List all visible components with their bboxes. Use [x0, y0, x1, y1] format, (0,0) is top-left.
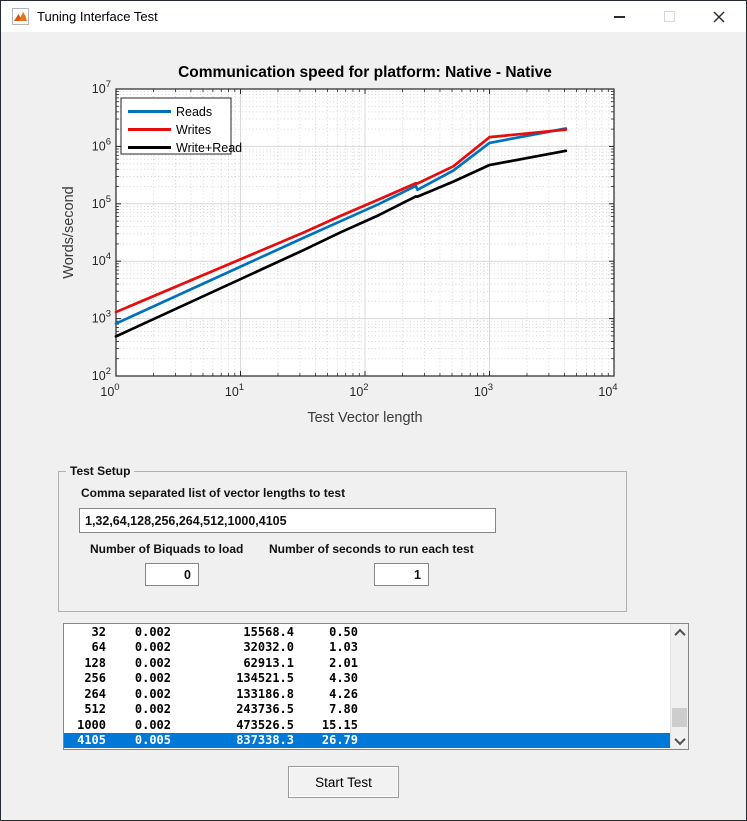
legend-entry: Writes [176, 123, 211, 137]
window-title: Tuning Interface Test [37, 9, 158, 24]
results-row[interactable]: 264 0.002 133186.8 4.26 [64, 686, 688, 702]
chart-canvas: 100 101 102 103 104 102 103 104 105 106 107 Communi… [61, 64, 618, 426]
results-row[interactable]: 128 0.002 62913.1 2.01 [64, 655, 688, 671]
results-cell: 4.30 [329, 671, 358, 686]
results-listbox[interactable]: 32 0.002 15568.4 0.50 64 0.002 32032.0 1.03 128 0… [63, 623, 689, 750]
results-cell: 64 [91, 640, 106, 655]
results-cell: 62913.1 [243, 655, 294, 670]
y-axis-label: Words/second [61, 186, 77, 278]
results-cell: 32 [91, 624, 106, 639]
matlab-icon [12, 8, 29, 25]
results-cell: 0.002 [134, 655, 171, 670]
results-cell: 0.50 [329, 624, 358, 639]
results-cell: 133186.8 [236, 686, 294, 701]
series-write-read [114, 149, 568, 338]
chart-legend: Reads Writes Write+Read [120, 97, 242, 155]
results-cell: 0.002 [134, 640, 171, 655]
results-cell: 7.80 [329, 702, 358, 717]
axis-tick-label: 106 [92, 136, 111, 153]
chevron-down-icon [673, 733, 686, 745]
results-row[interactable]: 256 0.002 134521.5 4.30 [64, 671, 688, 687]
vector-lengths-label: Comma separated list of vector lengths t… [81, 486, 346, 500]
start-test-button[interactable]: Start Test [288, 766, 399, 798]
x-axis-label: Test Vector length [307, 410, 422, 426]
scrollbar-thumb[interactable] [672, 708, 687, 727]
results-cell: 473526.5 [236, 717, 294, 732]
close-icon [713, 11, 725, 22]
maximize-icon [663, 11, 675, 22]
results-cell: 15568.4 [243, 624, 294, 639]
maximize-button[interactable] [652, 1, 686, 32]
results-row[interactable]: 1000 0.002 473526.5 15.15 [64, 717, 688, 733]
axis-tick-label: 101 [225, 382, 244, 399]
results-cell: 4.26 [329, 686, 358, 701]
minimize-button[interactable] [602, 1, 636, 32]
axis-tick-label: 107 [92, 79, 111, 96]
minimize-icon [613, 15, 625, 18]
title-bar[interactable]: Tuning Interface Test [1, 1, 746, 32]
scroll-up-button[interactable] [671, 624, 688, 641]
legend-entry: Reads [176, 105, 212, 119]
results-cell: 0.002 [134, 624, 171, 639]
results-scrollbar[interactable] [670, 624, 688, 749]
test-setup-panel-label: Test Setup [66, 464, 135, 478]
results-row[interactable]: 512 0.002 243736.5 7.80 [64, 702, 688, 718]
results-cell: 15.15 [321, 717, 358, 732]
results-cell: 32032.0 [243, 640, 294, 655]
results-cell: 26.79 [321, 733, 358, 748]
axis-tick-label: 105 [92, 194, 111, 211]
results-cell: 1000 [77, 717, 106, 732]
results-cell: 0.002 [134, 702, 171, 717]
seconds-input[interactable] [374, 563, 429, 586]
results-cell: 837338.3 [236, 733, 294, 748]
chevron-up-icon [673, 628, 686, 640]
test-setup-panel: Test Setup Comma separated list of vecto… [58, 464, 627, 612]
results-rows: 32 0.002 15568.4 0.50 64 0.002 32032.0 1.03 128 0… [64, 624, 688, 748]
results-cell: 512 [84, 702, 106, 717]
axis-tick-label: 104 [598, 382, 617, 399]
results-cell: 243736.5 [236, 702, 294, 717]
seconds-label: Number of seconds to run each test [269, 542, 474, 556]
results-cell: 4105 [77, 733, 106, 748]
axis-tick-label: 102 [92, 366, 111, 383]
close-button[interactable] [702, 1, 736, 32]
scroll-down-button[interactable] [671, 732, 688, 749]
results-cell: 264 [84, 686, 106, 701]
results-cell: 0.002 [134, 671, 171, 686]
results-cell: 256 [84, 671, 106, 686]
axis-tick-label: 103 [474, 382, 493, 399]
results-cell: 128 [84, 655, 106, 670]
biquads-label: Number of Biquads to load [90, 542, 244, 556]
results-cell: 0.002 [134, 686, 171, 701]
chart-title: Communication speed for platform: Native… [178, 64, 552, 81]
vector-lengths-input[interactable] [79, 508, 496, 533]
series-writes [114, 128, 568, 314]
results-cell: 1.03 [329, 640, 358, 655]
results-cell: 0.005 [134, 733, 171, 748]
results-row[interactable]: 4105 0.005 837338.3 26.79 [64, 732, 688, 748]
axis-tick-label: 103 [92, 309, 111, 326]
axis-tick-label: 102 [349, 382, 368, 399]
results-cell: 2.01 [329, 655, 358, 670]
series-reads [114, 127, 568, 325]
results-cell: 0.002 [134, 717, 171, 732]
legend-entry: Write+Read [176, 141, 242, 155]
axis-tick-label: 100 [100, 382, 119, 399]
communication-speed-chart: 100 101 102 103 104 102 103 104 105 106 107 Communi… [1, 32, 747, 462]
axis-tick-label: 104 [92, 251, 111, 268]
results-cell: 134521.5 [236, 671, 294, 686]
results-row[interactable]: 64 0.002 32032.0 1.03 [64, 640, 688, 656]
results-row[interactable]: 32 0.002 15568.4 0.50 [64, 624, 688, 640]
biquads-input[interactable] [145, 563, 199, 586]
